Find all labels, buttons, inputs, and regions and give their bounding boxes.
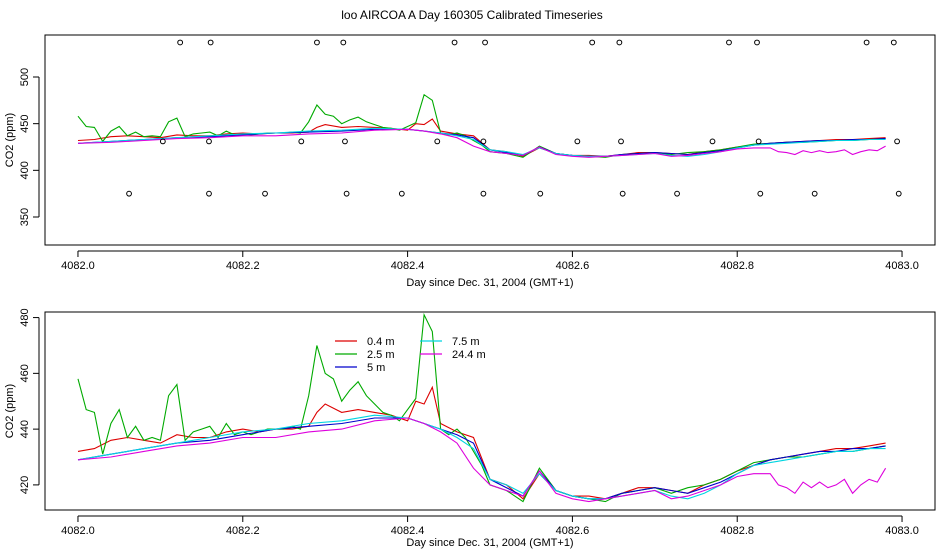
calibration-marker	[890, 39, 897, 46]
calibration-marker	[863, 39, 870, 46]
x-tick-label: 4082.8	[720, 525, 754, 537]
y-tick-label: 400	[19, 161, 31, 179]
calibration-marker	[480, 138, 487, 145]
calibration-marker	[895, 190, 902, 197]
calibration-marker	[894, 138, 900, 145]
calibration-marker	[574, 138, 581, 145]
calibration-marker	[159, 138, 166, 145]
bottom-x-axis-title: Day since Dec. 31, 2004 (GMT+1)	[406, 537, 573, 549]
calibration-marker	[754, 39, 760, 46]
top-plot-frame	[44, 34, 936, 246]
calibration-marker	[726, 39, 732, 46]
y-tick-label: 460	[19, 364, 31, 382]
chart-title: loo AIRCOA A Day 160305 Calibrated Times…	[341, 8, 602, 22]
top-y-axis-title: CO2 (ppm)	[4, 113, 16, 167]
calibration-marker	[616, 39, 623, 46]
calibration-marker	[343, 190, 350, 197]
bottom-series-layer	[77, 312, 887, 503]
series-line-0-4-m	[77, 385, 886, 500]
top-series-layer	[77, 93, 886, 158]
x-tick-label: 4082.6	[556, 525, 590, 537]
calibration-marker	[342, 138, 348, 145]
calibration-marker	[206, 190, 212, 197]
x-tick-label: 4082.2	[226, 525, 260, 537]
x-tick-label: 4083.0	[885, 260, 919, 272]
series-line-2-5-m	[77, 93, 886, 158]
calibration-marker	[482, 39, 488, 46]
bottom-panel: 4082.0 4082.2 4082.4 4082.6 4082.8 4083.0 420…	[4, 308, 936, 549]
x-tick-label: 4083.0	[885, 525, 919, 537]
calibration-marker	[480, 190, 487, 197]
legend: 0.4 m2.5 m5 m 7.5 m24.4 m	[335, 336, 486, 374]
calibration-marker	[755, 138, 762, 145]
top-x-axis-title: Day since Dec. 31, 2004 (GMT+1)	[406, 277, 573, 289]
series-line-7-5-m	[77, 414, 886, 500]
y-tick-label: 350	[19, 208, 31, 226]
top-y-axis: 350 400 450 500	[19, 68, 40, 226]
bottom-x-axis: 4082.0 4082.2 4082.4 4082.6 4082.8 4083.0	[61, 515, 919, 537]
calibration-marker	[674, 190, 680, 197]
legend-label: 7.5 m	[452, 336, 480, 348]
calibration-marker	[262, 190, 268, 197]
calibration-marker	[619, 190, 626, 197]
y-tick-label: 440	[19, 420, 31, 438]
calibration-marker	[589, 39, 596, 46]
bottom-plot-frame	[44, 311, 936, 511]
calibration-marker	[207, 39, 214, 46]
top-panel: 4082.0 4082.2 4082.4 4082.6 4082.8 4083.0 350…	[4, 34, 936, 289]
calibration-marker	[811, 190, 818, 197]
bottom-y-axis-title: CO2 (ppm)	[4, 384, 16, 438]
x-tick-label: 4082.2	[226, 260, 260, 272]
x-tick-label: 4082.0	[61, 260, 95, 272]
calibration-marker	[298, 138, 305, 145]
x-tick-label: 4082.4	[391, 260, 425, 272]
bottom-y-axis: 420 440 460 480	[19, 308, 40, 494]
x-tick-label: 4082.6	[556, 260, 590, 272]
series-line-2-5-m	[77, 312, 886, 503]
x-tick-label: 4082.8	[720, 260, 754, 272]
calibration-marker	[537, 190, 544, 197]
calibration-marker	[709, 138, 716, 145]
calibration-marker	[434, 138, 441, 145]
calibration-marker	[340, 39, 347, 46]
legend-label: 24.4 m	[452, 349, 486, 361]
legend-label: 2.5 m	[367, 349, 395, 361]
calibration-marker	[206, 138, 212, 145]
calibration-marker	[314, 39, 320, 46]
series-line-24-4-m	[77, 128, 886, 158]
calibration-marker	[126, 190, 132, 197]
calibration-marker	[757, 190, 764, 197]
calibration-marker	[618, 138, 624, 145]
series-line-24-4-m	[77, 417, 887, 503]
y-tick-label: 500	[19, 68, 31, 86]
x-tick-label: 4082.4	[391, 525, 425, 537]
top-marker-layer	[126, 39, 902, 197]
legend-label: 5 m	[367, 362, 385, 374]
y-tick-label: 450	[19, 114, 31, 132]
y-tick-label: 420	[19, 476, 31, 494]
calibration-marker	[398, 190, 405, 197]
x-tick-label: 4082.0	[61, 525, 95, 537]
top-x-axis: 4082.0 4082.2 4082.4 4082.6 4082.8 4083.0	[61, 250, 919, 272]
series-line-7-5-m	[77, 127, 886, 157]
legend-label: 0.4 m	[367, 336, 395, 348]
calibration-marker	[451, 39, 458, 46]
calibration-marker	[177, 39, 184, 46]
y-tick-label: 480	[19, 308, 31, 326]
